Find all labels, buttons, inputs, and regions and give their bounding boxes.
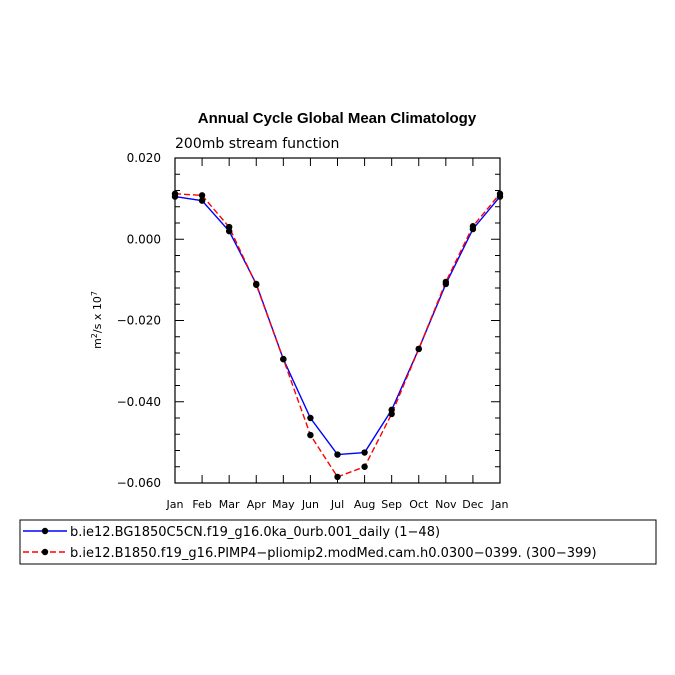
- series-1-point: [469, 223, 477, 230]
- legend-box: [19, 519, 657, 565]
- series-1-point: [307, 431, 314, 439]
- series-1-point: [280, 355, 287, 363]
- series-1-point: [361, 463, 368, 470]
- series-1-point: [198, 192, 206, 199]
- series-0-point: [361, 449, 368, 456]
- series-1-point: [388, 410, 395, 418]
- legend: b.ie12.BG1850C5CN.f19_g16.0ka_0urb.001_d…: [19, 519, 657, 565]
- y-axis-label: m2/s x 107: [90, 291, 105, 349]
- y-tick-label: −0.040: [117, 395, 161, 409]
- x-tick-label: Apr: [247, 498, 267, 511]
- legend-swatch-marker-0: [41, 527, 49, 535]
- x-tick-label: Dec: [462, 498, 483, 511]
- series-0-point: [198, 197, 206, 204]
- x-tick-label: Feb: [192, 498, 211, 511]
- x-tick-label: Sep: [381, 498, 402, 511]
- y-tick-label: −0.060: [117, 476, 161, 490]
- series-1-point: [225, 223, 233, 231]
- legend-swatch-marker-1: [41, 548, 49, 556]
- x-tick-label: Jan: [491, 498, 509, 511]
- series-1-point: [253, 281, 260, 288]
- series-layer: [171, 190, 504, 481]
- chart-title: Annual Cycle Global Mean Climatology: [198, 110, 477, 127]
- series-0-point: [334, 451, 341, 458]
- series-1-point: [334, 473, 341, 481]
- series-1-point: [442, 278, 450, 286]
- y-axis: 0.020 0.000 −0.020 −0.040 −0.060: [117, 151, 500, 490]
- series-1-point: [415, 345, 422, 353]
- x-tick-label: Aug: [354, 498, 375, 511]
- chart-subtitle: 200mb stream function: [175, 136, 339, 152]
- series-1-point: [496, 190, 504, 197]
- legend-label-0: b.ie12.BG1850C5CN.f19_g16.0ka_0urb.001_d…: [70, 525, 440, 540]
- x-tick-label: May: [272, 498, 295, 511]
- x-tick-label: Jan: [166, 498, 184, 511]
- x-tick-label: Nov: [435, 498, 457, 511]
- x-tick-label: Mar: [219, 498, 240, 511]
- y-tick-label: −0.020: [117, 314, 161, 328]
- y-tick-label: 0.020: [127, 151, 161, 165]
- x-tick-label: Oct: [409, 498, 429, 511]
- x-tick-label: Jun: [301, 498, 319, 511]
- x-tick-label: Jul: [330, 498, 344, 511]
- series-1-point: [171, 190, 179, 197]
- series-0-point: [307, 414, 314, 422]
- y-tick-label: 0.000: [127, 232, 161, 246]
- legend-label-1: b.ie12.B1850.f19_g16.PIMP4−pliomip2.modM…: [70, 546, 597, 561]
